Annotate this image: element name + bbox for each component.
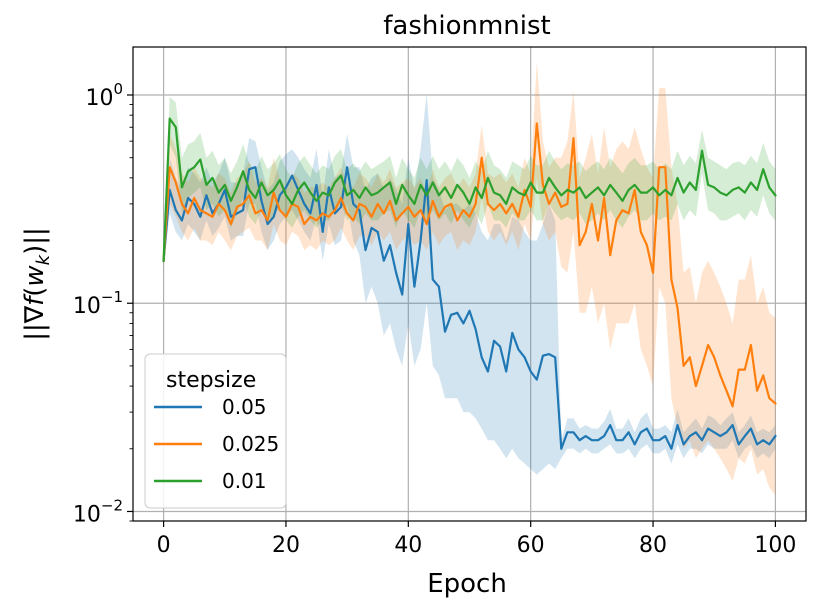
legend-label: 0.05 — [222, 395, 267, 419]
line-series-0.01 — [162, 117, 777, 262]
x-tick-label: 0 — [157, 533, 171, 558]
legend-label: 0.025 — [222, 432, 279, 456]
grid-layer — [133, 47, 806, 521]
y-axis-label-prefix: ||∇ — [20, 305, 50, 341]
plot-frame — [132, 46, 807, 522]
legend-frame — [144, 353, 287, 509]
band-series-0.01 — [163, 96, 776, 267]
y-tick-base: 10 — [73, 294, 101, 319]
y-tick-label: 10−1 — [73, 288, 123, 319]
x-tick-label: 100 — [754, 533, 796, 558]
y-tick-exponent: −2 — [101, 496, 123, 514]
x-tick-label: 40 — [394, 533, 422, 558]
y-axis-label: ||∇f(wk)|| — [20, 227, 54, 341]
legend-entries: 0.05 0.025 0.01 — [154, 395, 279, 493]
legend-title: stepsize — [166, 368, 256, 393]
x-tick-label: 80 — [639, 533, 667, 558]
svg-text:||∇f(wk)||: ||∇f(wk)|| — [20, 227, 54, 341]
x-axis: 0 20 40 60 80 100 — [157, 521, 796, 558]
y-tick-label: 10−2 — [73, 496, 123, 527]
y-tick-exponent: −1 — [101, 288, 123, 306]
y-axis-label-sub: k — [33, 253, 54, 265]
x-tick-label: 60 — [517, 533, 545, 558]
legend-label: 0.01 — [222, 469, 267, 493]
y-tick-exponent: 0 — [113, 80, 123, 98]
chart-title: fashionmnist — [383, 11, 551, 41]
y-tick-base: 10 — [73, 502, 101, 527]
y-axis-label-var: w — [20, 265, 50, 287]
x-axis-label: Epoch — [427, 569, 507, 599]
legend: stepsize 0.05 0.025 0.01 — [144, 353, 287, 509]
band-series-0.025 — [163, 61, 776, 496]
y-tick-label: 100 — [85, 80, 123, 111]
line-series-0.025 — [162, 122, 777, 408]
y-axis-label-paren-open: ( — [20, 287, 50, 297]
lines-layer — [162, 117, 777, 450]
y-tick-base: 10 — [85, 86, 113, 111]
x-tick-label: 20 — [272, 533, 300, 558]
y-axis-label-suffix: )|| — [20, 227, 50, 255]
